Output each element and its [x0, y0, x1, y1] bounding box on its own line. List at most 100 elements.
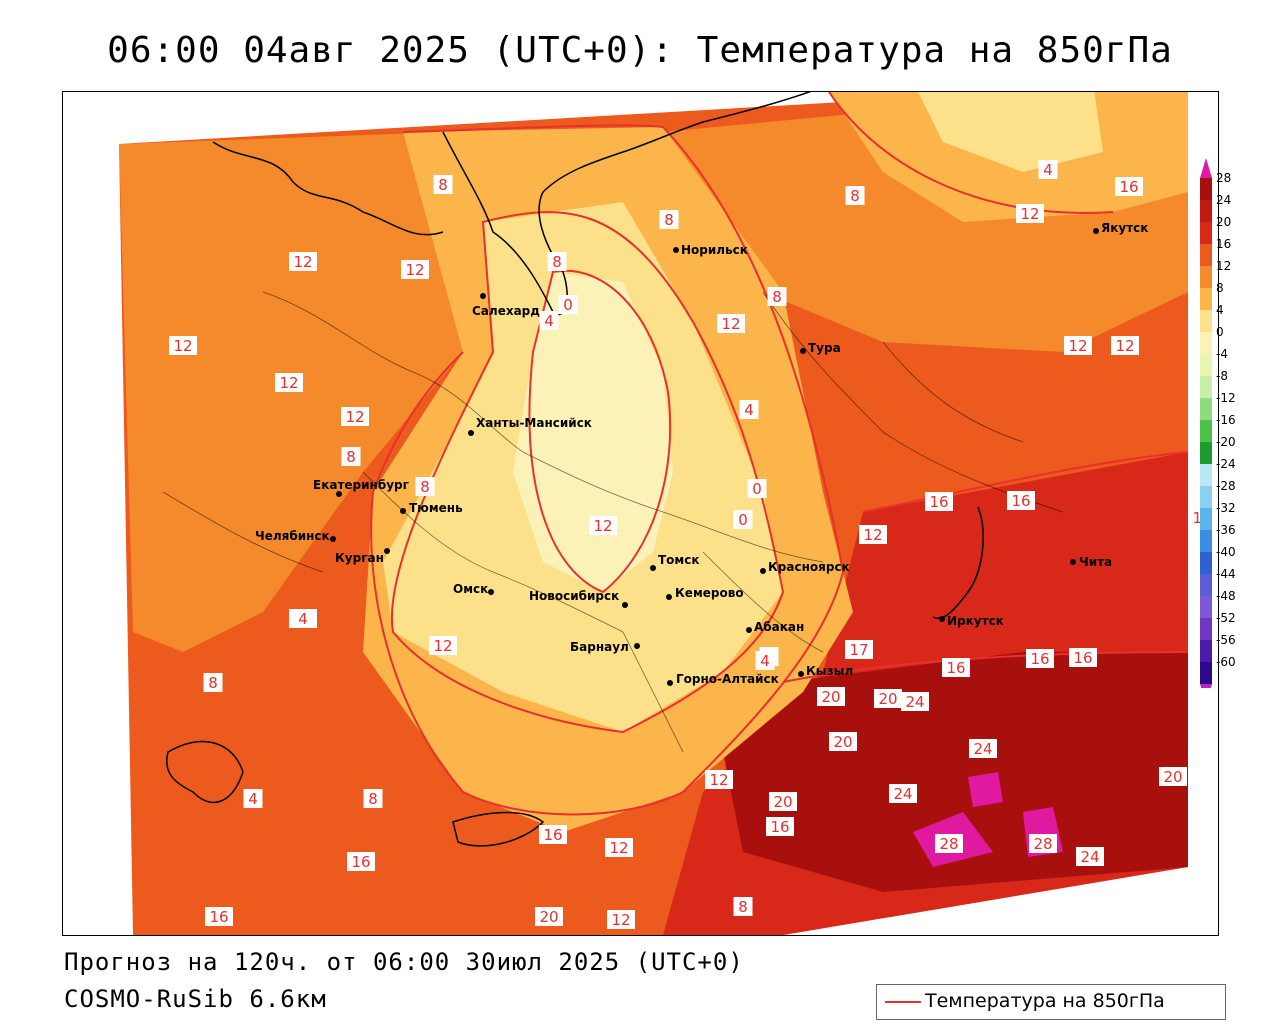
svg-text:16: 16: [351, 853, 370, 871]
isoline-value-label: 12: [859, 525, 887, 544]
svg-text:20: 20: [878, 690, 897, 708]
city-kyzyl: Кызыл: [798, 664, 853, 678]
isoline-value-label: 8: [767, 287, 787, 306]
map-canvas: Салехард Норильск Якутск Тура Ханты-Манс…: [119, 92, 1216, 935]
svg-text:12: 12: [173, 337, 192, 355]
model-caption: COSMO-RuSib 6.6км: [64, 985, 327, 1013]
svg-text:0: 0: [738, 511, 748, 529]
colorbar-tick-label: 4: [1216, 303, 1224, 317]
isoline-value-label: 28: [935, 834, 963, 853]
isoline-value-label: 24: [901, 692, 929, 711]
isoline-value-label: 4: [755, 651, 775, 670]
svg-text:8: 8: [368, 790, 378, 808]
isoline-value-label: 12: [717, 314, 745, 333]
city-omsk: Омск: [453, 582, 494, 596]
isoline-value-label: 24: [969, 739, 997, 758]
isoline-value-label: 16: [942, 658, 970, 677]
isoline-value-label: 12: [169, 336, 197, 355]
svg-text:Барнаул: Барнаул: [570, 640, 629, 654]
svg-text:0: 0: [752, 480, 762, 498]
svg-text:16: 16: [946, 659, 965, 677]
city-kemerovo: Кемерово: [666, 586, 744, 600]
svg-text:8: 8: [208, 674, 218, 692]
colorbar-swatch: [1200, 266, 1212, 288]
svg-text:12: 12: [611, 911, 630, 929]
isoline-value-label: 12: [1064, 336, 1092, 355]
svg-text:Якутск: Якутск: [1101, 221, 1148, 235]
colorbar-tick-label: 0: [1216, 325, 1224, 339]
colorbar-swatch: [1200, 464, 1212, 486]
svg-text:12: 12: [293, 253, 312, 271]
svg-text:8: 8: [664, 211, 674, 229]
isoline-labels: 8121212121288804812840121212128401616121…: [169, 160, 1216, 929]
isoline-value-label: 17: [845, 640, 873, 659]
legend: Температура на 850гПа: [876, 984, 1226, 1020]
svg-text:Омск: Омск: [453, 582, 488, 596]
temperature-map: Салехард Норильск Якутск Тура Ханты-Манс…: [62, 91, 1219, 936]
svg-text:4: 4: [544, 312, 554, 330]
isoline-value-label: 8: [203, 673, 223, 692]
colorbar-tick-label: -40: [1216, 545, 1236, 559]
isoline-value-label: 20: [1159, 767, 1187, 786]
svg-text:28: 28: [939, 835, 958, 853]
svg-text:28: 28: [1033, 835, 1052, 853]
colorbar-tick-label: -28: [1216, 479, 1236, 493]
svg-text:16: 16: [1073, 649, 1092, 667]
svg-text:Кызыл: Кызыл: [806, 664, 853, 678]
isoline-value-label: 4: [739, 400, 759, 419]
colorbar-tick-label: -56: [1216, 633, 1236, 647]
isoline-value-label: 12: [589, 516, 617, 535]
colorbar-swatch: [1200, 420, 1212, 442]
city-chita: Чита: [1070, 555, 1112, 569]
svg-text:12: 12: [721, 315, 740, 333]
colorbar-tick-label: 24: [1216, 193, 1231, 207]
colorbar-swatch: [1200, 662, 1212, 684]
svg-text:12: 12: [345, 408, 364, 426]
svg-text:Абакан: Абакан: [754, 620, 804, 634]
isoline-value-label: 24: [1076, 847, 1104, 866]
city-barnaul: Барнаул: [570, 640, 640, 654]
colorbar-swatch: [1200, 398, 1212, 420]
svg-text:8: 8: [772, 288, 782, 306]
isoline-value-label: 12: [607, 910, 635, 929]
svg-text:Тура: Тура: [808, 341, 841, 355]
city-salekhard: Салехард: [472, 293, 540, 318]
colorbar-top-arrow: [1200, 158, 1212, 178]
svg-text:Чита: Чита: [1079, 555, 1112, 569]
colorbar-tick-label: -20: [1216, 435, 1236, 449]
isoline-value-label: 16: [1007, 491, 1035, 510]
city-gorno-altaysk: Горно-Алтайск: [667, 672, 779, 686]
isoline-value-label: 20: [769, 792, 797, 811]
svg-text:Норильск: Норильск: [681, 243, 748, 257]
city-yekaterinburg: Екатеринбург: [313, 478, 409, 497]
colorbar-tick-label: -24: [1216, 457, 1236, 471]
svg-text:12: 12: [609, 839, 628, 857]
isoline-value-label: 8: [845, 186, 865, 205]
cities: Салехард Норильск Якутск Тура Ханты-Манс…: [255, 221, 1148, 686]
svg-text:12: 12: [1115, 337, 1134, 355]
svg-text:Кемерово: Кемерово: [675, 586, 744, 600]
colorbar-swatch: [1200, 508, 1212, 530]
city-kurgan: Курган: [335, 548, 390, 565]
map-title: 06:00 04авг 2025 (UTC+0): Температура на…: [107, 30, 1173, 71]
svg-text:16: 16: [929, 493, 948, 511]
zone-mild-northeast: [918, 92, 1103, 172]
city-khanty-mansiysk: Ханты-Мансийск: [468, 416, 592, 436]
svg-text:8: 8: [346, 448, 356, 466]
svg-text:Тюмень: Тюмень: [409, 501, 463, 515]
svg-text:16: 16: [1011, 492, 1030, 510]
colorbar-swatch: [1200, 442, 1212, 464]
svg-text:20: 20: [821, 688, 840, 706]
svg-text:8: 8: [438, 176, 448, 194]
city-tyumen: Тюмень: [400, 501, 463, 515]
isoline-value-label: 8: [433, 175, 453, 194]
svg-text:Новосибирск: Новосибирск: [529, 589, 619, 603]
svg-text:24: 24: [973, 740, 992, 758]
svg-text:Курган: Курган: [335, 551, 384, 565]
isoline-value-label: 20: [535, 907, 563, 926]
city-yakutsk: Якутск: [1093, 221, 1148, 235]
colorbar-tick-label: 8: [1216, 281, 1224, 295]
colorbar-swatch: [1200, 574, 1212, 596]
colorbar-swatch: [1200, 530, 1212, 552]
colorbar-swatch: [1200, 486, 1212, 508]
